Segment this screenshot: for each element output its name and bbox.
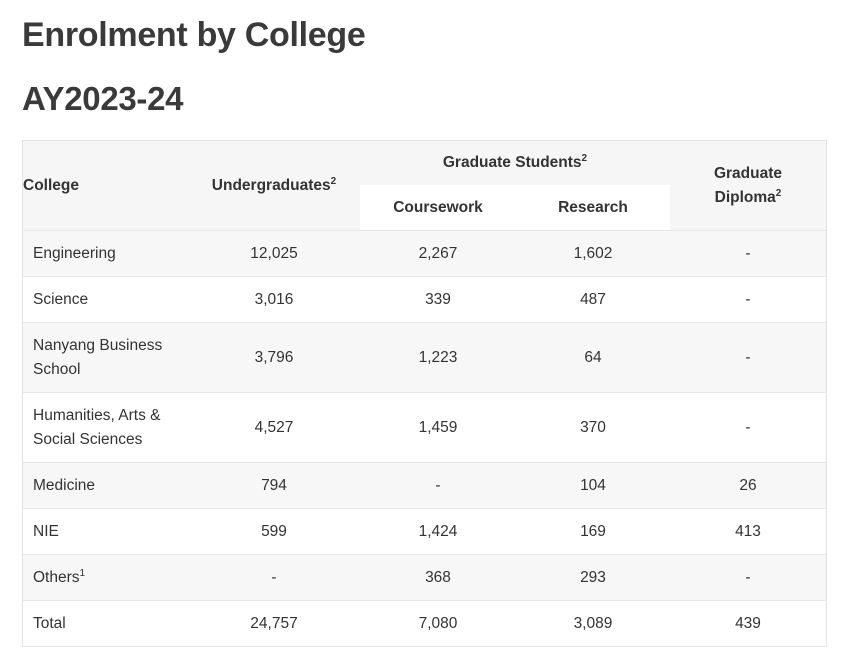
cell-coursework: - xyxy=(360,462,516,509)
cell-college: Science xyxy=(22,276,188,323)
header-college: College xyxy=(22,140,188,231)
cell-college: Others1 xyxy=(22,554,188,601)
table-row: Nanyang Business School 3,796 1,223 64- xyxy=(22,322,827,393)
header-undergraduates-footnote: 2 xyxy=(330,175,337,187)
college-name: Humanities, Arts & xyxy=(33,406,161,424)
cell-coursework: 1,459 xyxy=(360,392,516,463)
header-graduate-students-label: Graduate Students xyxy=(442,154,582,171)
cell-college: Nanyang Business School xyxy=(22,322,188,393)
cell-research: 3,089 xyxy=(516,600,670,647)
table-row: NIE 599 1,424 169 413 xyxy=(22,508,827,555)
table-row: Medicine 794-104 26 xyxy=(22,462,827,509)
cell-college: NIE xyxy=(22,508,188,555)
header-row: College Undergraduates2 Graduate Student… xyxy=(22,140,827,231)
header-undergraduates: Undergraduates2 xyxy=(188,140,360,231)
cell-undergraduates: 599 xyxy=(188,508,360,555)
college-name: Nanyang Business xyxy=(33,336,163,354)
cell-undergraduates: 794 xyxy=(188,462,360,509)
cell-graduate-diploma: - xyxy=(670,276,827,323)
subheader-row: Coursework Research xyxy=(23,185,827,231)
cell-research: 169 xyxy=(516,508,670,555)
cell-coursework: 368 xyxy=(360,554,516,601)
cell-coursework: 339 xyxy=(360,276,516,323)
cell-coursework: 1,424 xyxy=(360,508,516,555)
cell-research: 104 xyxy=(516,462,670,509)
cell-coursework: 7,080 xyxy=(360,600,516,647)
college-name: Science xyxy=(33,290,89,308)
college-name: Engineering xyxy=(33,244,116,262)
college-name: NIE xyxy=(33,522,59,540)
college-name-line2: School xyxy=(33,360,81,378)
cell-college: Engineering xyxy=(22,230,188,277)
cell-undergraduates: 24,757 xyxy=(188,600,360,647)
header-graduate-students-footnote: 2 xyxy=(581,152,588,164)
cell-graduate-diploma: - xyxy=(670,230,827,277)
cell-graduate-diploma: - xyxy=(670,554,827,601)
cell-undergraduates: 12,025 xyxy=(188,230,360,277)
cell-undergraduates: - xyxy=(188,554,360,601)
table-row: Humanities, Arts & Social Sciences 4,527 1,… xyxy=(22,392,827,463)
enrolment-table: College Undergraduates2 Graduate Student… xyxy=(22,140,827,647)
cell-graduate-diploma: 439 xyxy=(670,600,827,647)
cell-undergraduates: 3,016 xyxy=(188,276,360,323)
header-coursework: Coursework xyxy=(360,185,516,231)
cell-graduate-diploma: 413 xyxy=(670,508,827,555)
cell-graduate-diploma: - xyxy=(670,392,827,463)
college-name: Medicine xyxy=(33,476,96,494)
table-header: College Undergraduates2 Graduate Student… xyxy=(22,140,827,231)
table-body: Engineering 12,025 2,267 1,602- Science 3,016… xyxy=(22,230,827,647)
header-graduate-students: Graduate Students2 xyxy=(360,140,670,185)
cell-college: Humanities, Arts & Social Sciences xyxy=(22,392,188,463)
table-row: Engineering 12,025 2,267 1,602- xyxy=(22,230,827,277)
header-college-label: College xyxy=(23,176,79,194)
cell-research: 1,602 xyxy=(516,230,670,277)
cell-graduate-diploma: - xyxy=(670,322,827,393)
header-research: Research xyxy=(516,185,670,231)
cell-research: 370 xyxy=(516,392,670,463)
header-undergraduates-label: Undergraduates xyxy=(211,176,331,194)
page-subtitle: AY2023-24 xyxy=(22,80,184,117)
college-name: Total xyxy=(33,614,66,632)
table-row: Total 24,757 7,080 3,089 439 xyxy=(22,600,827,647)
table-row: Science 3,016 339 487- xyxy=(22,276,827,323)
cell-coursework: 1,223 xyxy=(360,322,516,393)
college-footnote: 1 xyxy=(79,567,86,579)
cell-research: 64 xyxy=(516,322,670,393)
college-name: Others xyxy=(33,568,80,586)
cell-research: 293 xyxy=(516,554,670,601)
college-name-line2: Social Sciences xyxy=(33,430,143,448)
page-title: Enrolment by College xyxy=(22,16,366,54)
cell-graduate-diploma: 26 xyxy=(670,462,827,509)
header-graduate-diploma-line1: Graduate xyxy=(713,164,783,182)
cell-coursework: 2,267 xyxy=(360,230,516,277)
header-graduate-diploma-line2: Diploma xyxy=(714,188,776,206)
cell-research: 487 xyxy=(516,276,670,323)
cell-college: Medicine xyxy=(22,462,188,509)
cell-college: Total xyxy=(22,600,188,647)
cell-undergraduates: 4,527 xyxy=(188,392,360,463)
header-graduate-diploma: Graduate Diploma2 xyxy=(670,140,827,231)
header-graduate-diploma-footnote: 2 xyxy=(775,187,782,199)
table-row: Others1-368 293- xyxy=(22,554,827,601)
cell-undergraduates: 3,796 xyxy=(188,322,360,393)
